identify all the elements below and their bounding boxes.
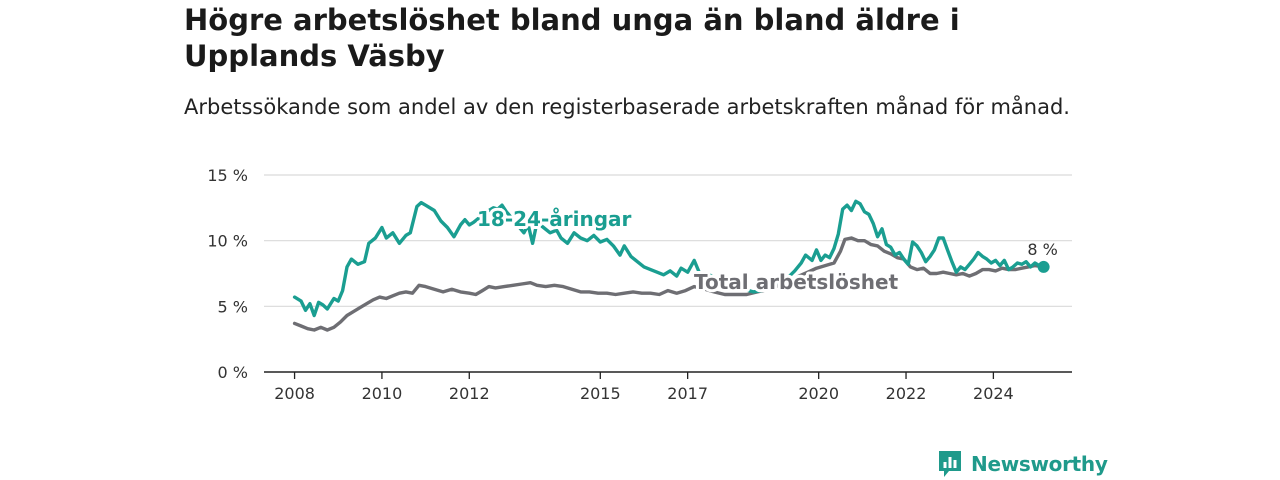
grid-lines [264,174,1072,307]
series-label-youth: 18-24-åringar [477,207,632,231]
chart-title: Högre arbetslöshet bland unga än bland ä… [184,3,960,73]
x-tick-label: 2008 [274,384,315,403]
series-labels: 8 % 18-24-åringar Total arbetslöshet [474,204,1058,297]
y-tick-label: 15 % [207,166,248,185]
x-tick-label: 2012 [449,384,490,403]
y-axis-ticks: 0 % 5 % 10 % 15 % [207,166,248,382]
brand-name: Newsworthy [971,452,1108,476]
series-label-total: Total arbetslöshet [694,270,899,294]
series-line-youth [292,199,1046,318]
x-tick-label: 2017 [667,384,708,403]
end-value-label: 8 % [1027,240,1057,259]
x-tick-label: 2015 [580,384,621,403]
series-line-total [292,236,1046,332]
y-tick-label: 0 % [218,363,248,382]
end-point-marker [1037,260,1050,273]
x-tick-label: 2024 [973,384,1014,403]
y-tick-label: 10 % [207,232,248,251]
x-tick-label: 2010 [362,384,403,403]
series-lines [292,199,1050,332]
y-tick-label: 5 % [218,297,248,316]
x-tick-label: 2022 [886,384,927,403]
x-axis: 2008 2010 2012 2015 2017 2020 2022 2024 [264,371,1072,403]
newsworthy-logo-icon [939,451,961,477]
x-tick-label: 2020 [798,384,839,403]
chart-subtitle: Arbetssökande som andel av den registerb… [184,95,1070,119]
newsworthy-logo[interactable]: Newsworthy [937,448,1108,480]
